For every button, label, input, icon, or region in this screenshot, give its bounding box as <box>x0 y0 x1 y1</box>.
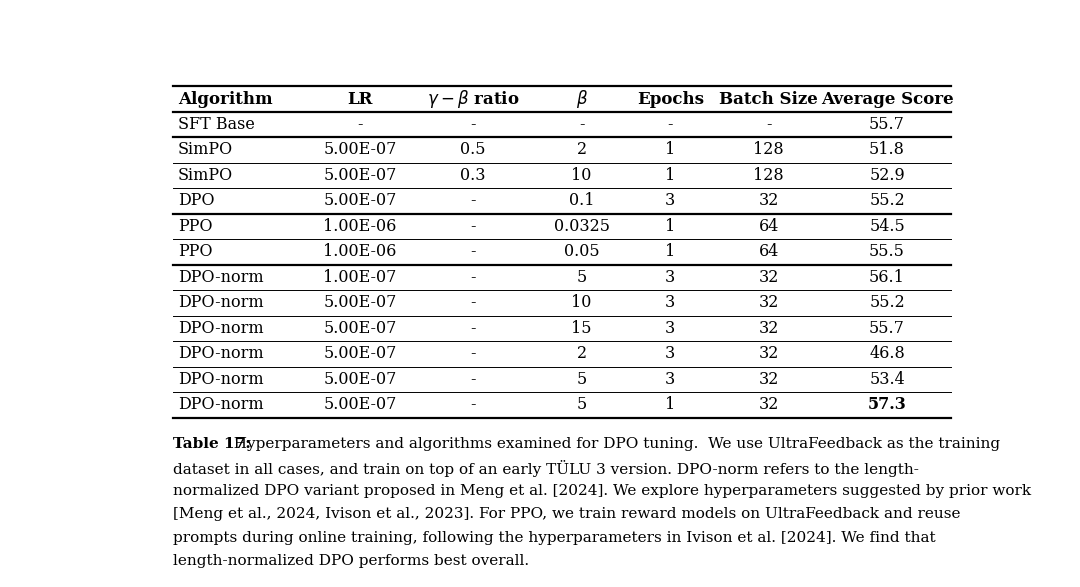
Text: 51.8: 51.8 <box>869 141 905 158</box>
Text: 1: 1 <box>665 396 675 413</box>
Text: DPO-norm: DPO-norm <box>178 269 264 286</box>
Text: 55.2: 55.2 <box>869 295 905 312</box>
Text: LR: LR <box>347 90 373 107</box>
Text: 1: 1 <box>665 218 675 235</box>
Text: 5: 5 <box>577 371 586 388</box>
Text: -: - <box>471 116 476 133</box>
Text: -: - <box>471 320 476 337</box>
Text: 3: 3 <box>665 345 675 362</box>
Text: 1: 1 <box>665 244 675 261</box>
Text: 64: 64 <box>758 218 779 235</box>
Text: 2: 2 <box>577 345 586 362</box>
Text: -: - <box>357 116 363 133</box>
Text: 0.0325: 0.0325 <box>554 218 609 235</box>
Text: dataset in all cases, and train on top of an early TÜLU 3 version. DPO-norm refe: dataset in all cases, and train on top o… <box>173 460 918 477</box>
Text: 5.00E-07: 5.00E-07 <box>323 320 396 337</box>
Text: PPO: PPO <box>178 218 212 235</box>
Text: 3: 3 <box>665 371 675 388</box>
Text: 128: 128 <box>754 167 784 184</box>
Text: 57.3: 57.3 <box>867 396 906 413</box>
Text: 5.00E-07: 5.00E-07 <box>323 345 396 362</box>
Text: 1: 1 <box>665 141 675 158</box>
Text: 55.2: 55.2 <box>869 193 905 210</box>
Text: -: - <box>471 218 476 235</box>
Text: SFT Base: SFT Base <box>178 116 255 133</box>
Text: 2: 2 <box>577 141 586 158</box>
Text: DPO-norm: DPO-norm <box>178 295 264 312</box>
Text: 55.7: 55.7 <box>869 320 905 337</box>
Text: -: - <box>471 193 476 210</box>
Text: 52.9: 52.9 <box>869 167 905 184</box>
Text: 56.1: 56.1 <box>869 269 905 286</box>
Text: Table 17:: Table 17: <box>173 437 251 451</box>
Text: 0.3: 0.3 <box>460 167 486 184</box>
Text: -: - <box>579 116 584 133</box>
Text: 1: 1 <box>665 167 675 184</box>
Text: 0.05: 0.05 <box>564 244 599 261</box>
Text: DPO-norm: DPO-norm <box>178 396 264 413</box>
Text: 32: 32 <box>758 295 779 312</box>
Text: PPO: PPO <box>178 244 212 261</box>
Text: -: - <box>766 116 771 133</box>
Text: 5: 5 <box>577 269 586 286</box>
Text: 3: 3 <box>665 269 675 286</box>
Text: 128: 128 <box>754 141 784 158</box>
Text: -: - <box>471 345 476 362</box>
Text: normalized DPO variant proposed in Meng et al. [2024]. We explore hyperparameter: normalized DPO variant proposed in Meng … <box>173 484 1030 498</box>
Text: 5.00E-07: 5.00E-07 <box>323 167 396 184</box>
Text: 32: 32 <box>758 345 779 362</box>
Text: 5: 5 <box>577 396 586 413</box>
Text: 3: 3 <box>665 193 675 210</box>
Text: Hyperparameters and algorithms examined for DPO tuning.  We use UltraFeedback as: Hyperparameters and algorithms examined … <box>224 437 1000 451</box>
Text: -: - <box>667 116 673 133</box>
Text: 10: 10 <box>571 167 592 184</box>
Text: Algorithm: Algorithm <box>178 90 272 107</box>
Text: 1.00E-06: 1.00E-06 <box>323 244 396 261</box>
Text: DPO: DPO <box>178 193 214 210</box>
Text: prompts during online training, following the hyperparameters in Ivison et al. [: prompts during online training, followin… <box>173 531 935 545</box>
Text: -: - <box>471 244 476 261</box>
Text: 5.00E-07: 5.00E-07 <box>323 396 396 413</box>
Text: 5.00E-07: 5.00E-07 <box>323 371 396 388</box>
Text: 5.00E-07: 5.00E-07 <box>323 193 396 210</box>
Text: 0.1: 0.1 <box>569 193 594 210</box>
Text: $\gamma - \beta$ ratio: $\gamma - \beta$ ratio <box>427 88 519 110</box>
Text: 15: 15 <box>571 320 592 337</box>
Text: 3: 3 <box>665 320 675 337</box>
Text: 1.00E-06: 1.00E-06 <box>323 218 396 235</box>
Text: Batch Size: Batch Size <box>719 90 819 107</box>
Text: 32: 32 <box>758 371 779 388</box>
Text: 53.4: 53.4 <box>869 371 905 388</box>
Text: -: - <box>471 371 476 388</box>
Text: 1.00E-07: 1.00E-07 <box>323 269 396 286</box>
Text: 3: 3 <box>665 295 675 312</box>
Text: 0.5: 0.5 <box>460 141 486 158</box>
Text: 10: 10 <box>571 295 592 312</box>
Text: Epochs: Epochs <box>637 90 704 107</box>
Text: SimPO: SimPO <box>178 167 233 184</box>
Text: 32: 32 <box>758 396 779 413</box>
Text: 5.00E-07: 5.00E-07 <box>323 141 396 158</box>
Text: 32: 32 <box>758 269 779 286</box>
Text: DPO-norm: DPO-norm <box>178 320 264 337</box>
Text: 46.8: 46.8 <box>869 345 905 362</box>
Text: DPO-norm: DPO-norm <box>178 371 264 388</box>
Text: SimPO: SimPO <box>178 141 233 158</box>
Text: -: - <box>471 269 476 286</box>
Text: DPO-norm: DPO-norm <box>178 345 264 362</box>
Text: Average Score: Average Score <box>821 90 954 107</box>
Text: 32: 32 <box>758 193 779 210</box>
Text: [Meng et al., 2024, Ivison et al., 2023]. For PPO, we train reward models on Ult: [Meng et al., 2024, Ivison et al., 2023]… <box>173 507 960 521</box>
Text: 54.5: 54.5 <box>869 218 905 235</box>
Text: -: - <box>471 295 476 312</box>
Text: 55.5: 55.5 <box>869 244 905 261</box>
Text: -: - <box>471 396 476 413</box>
Text: 55.7: 55.7 <box>869 116 905 133</box>
Text: $\beta$: $\beta$ <box>576 88 588 110</box>
Text: 5.00E-07: 5.00E-07 <box>323 295 396 312</box>
Text: 64: 64 <box>758 244 779 261</box>
Text: length-normalized DPO performs best overall.: length-normalized DPO performs best over… <box>173 554 529 568</box>
Text: 32: 32 <box>758 320 779 337</box>
